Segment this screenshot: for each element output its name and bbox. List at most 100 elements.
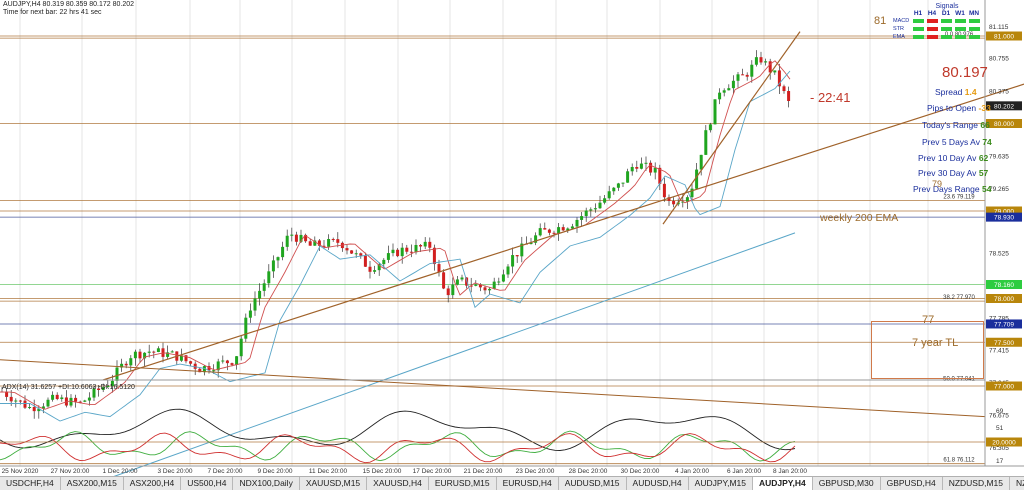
candle-up	[253, 298, 257, 311]
symbol-tab[interactable]: GBPUSD,H4	[881, 477, 943, 490]
bar-timer-big: - 22:41	[810, 90, 851, 105]
signal-timeframe: W1	[955, 10, 965, 17]
candle-up	[327, 239, 331, 247]
candle-down	[18, 400, 22, 402]
candle-down	[124, 363, 128, 366]
candle-down	[32, 407, 36, 412]
candle-down	[782, 86, 786, 92]
candle-down	[331, 239, 335, 241]
candle-up	[497, 281, 501, 283]
candle-up	[621, 182, 625, 184]
candle-up	[575, 219, 579, 227]
candle-up	[87, 397, 91, 401]
time-axis-label: 8 Jan 20:00	[773, 468, 807, 475]
candle-down	[658, 167, 662, 184]
candle-down	[294, 234, 298, 242]
candle-up	[290, 234, 294, 236]
candle-up	[377, 264, 381, 271]
candle-up	[239, 338, 243, 357]
time-axis-label: 15 Dec 20:00	[363, 468, 402, 475]
time-axis-label: 3 Dec 20:00	[157, 468, 192, 475]
symbol-tab[interactable]: AUDJPY,H4	[753, 477, 813, 490]
candle-up	[708, 124, 712, 131]
signal-row: STR	[893, 25, 983, 33]
candle-down	[543, 228, 547, 230]
price-axis-label: 80.375	[989, 89, 1009, 96]
prev5-stat: Prev 5 Days Av 74	[922, 137, 992, 147]
candle-up	[391, 249, 395, 254]
candle-up	[285, 235, 289, 247]
price-box	[986, 119, 1022, 128]
ema-lines	[0, 60, 796, 479]
price-axis-label: 79.635	[989, 153, 1009, 160]
candle-up	[382, 259, 386, 265]
candle-up	[28, 407, 32, 409]
candle-down	[198, 368, 202, 373]
signal-cell	[940, 27, 952, 31]
price-box	[986, 381, 1022, 391]
candle-up	[612, 187, 616, 192]
signal-cell	[968, 35, 980, 39]
symbol-tab[interactable]: NZDUSD,H4	[1010, 477, 1024, 490]
price-axis-label: 76.675	[989, 412, 1009, 419]
symbol-tab[interactable]: AUDUSD,M15	[559, 477, 627, 490]
symbol-tab[interactable]: AUDUSD,H4	[627, 477, 689, 490]
symbol-tab[interactable]: XAUUSD,H4	[367, 477, 429, 490]
candle-down	[745, 74, 749, 77]
candle-up	[593, 208, 597, 210]
candle-up	[400, 247, 404, 257]
symbol-tab[interactable]: EURUSD,H4	[497, 477, 559, 490]
candle-up	[354, 253, 358, 255]
candle-up	[722, 90, 726, 93]
symbol-tab[interactable]: US500,H4	[181, 477, 234, 490]
symbol-tab[interactable]: GBPUSD,M30	[813, 477, 881, 490]
candle-up	[276, 257, 280, 261]
candle-down	[363, 255, 367, 267]
candle-down	[787, 91, 791, 102]
candle-down	[308, 241, 312, 246]
price-box-label: 77.500	[994, 340, 1014, 347]
candle-up	[235, 356, 239, 365]
symbol-tab[interactable]: XAUUSD,M15	[300, 477, 368, 490]
symbol-tab[interactable]: ASX200,M15	[61, 477, 124, 490]
time-axis-label: 9 Dec 20:00	[257, 468, 292, 475]
price-box-label: 77.709	[994, 321, 1014, 328]
candle-down	[432, 247, 436, 265]
signal-cell	[940, 19, 952, 23]
candle-down	[768, 61, 772, 73]
symbol-tab[interactable]: NDX100,Daily	[233, 477, 300, 490]
fib-label: 61.8 76.112	[943, 458, 975, 464]
candle-up	[699, 154, 703, 170]
symbol-tab-bar[interactable]: USDCHF,H4 ASX200,M15 ASX200,H4 US500,H4 NDX1…	[0, 476, 1024, 490]
symbol-tab[interactable]: EURUSD,M15	[429, 477, 497, 490]
candle-down	[672, 200, 676, 205]
symbol-tab[interactable]: AUDJPY,M15	[689, 477, 753, 490]
candle-up	[589, 209, 593, 211]
candle-up	[212, 370, 216, 372]
candle-down	[419, 244, 423, 247]
signals-title: Signals	[935, 3, 959, 10]
candle-up	[83, 400, 87, 402]
candle-down	[662, 183, 666, 198]
candle-down	[561, 227, 565, 231]
weekly-ema-label: weekly 200 EMA	[820, 212, 899, 224]
candle-up	[529, 242, 533, 245]
candle-down	[759, 57, 763, 63]
candle-up	[258, 290, 262, 299]
candle-up	[423, 241, 427, 247]
signal-cell	[968, 27, 980, 31]
time-axis-label: 7 Dec 20:00	[207, 468, 242, 475]
candle-up	[695, 169, 699, 189]
symbol-tab[interactable]: NZDUSD,M15	[943, 477, 1011, 490]
adx-axis-label: 17	[996, 458, 1004, 465]
candle-up	[129, 358, 133, 366]
price-box	[986, 101, 1022, 111]
candle-down	[368, 266, 372, 272]
pips-to-open-stat: Pips to Open -33	[927, 103, 991, 113]
candle-down	[322, 245, 326, 247]
symbol-tab[interactable]: ASX200,H4	[124, 477, 182, 490]
price-box	[986, 319, 1022, 329]
symbol-tab[interactable]: USDCHF,H4	[0, 477, 61, 490]
price-axis-label: 77.415	[989, 348, 1009, 355]
